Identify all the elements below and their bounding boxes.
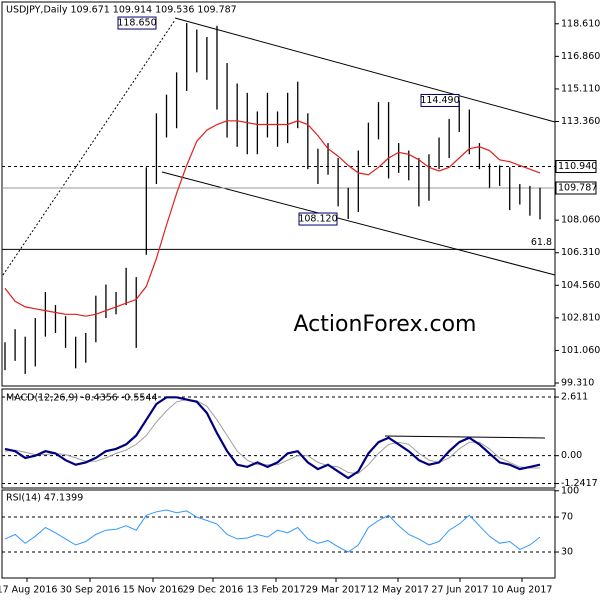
y-tick-label: 99.310 <box>561 378 594 389</box>
macd-trendline <box>384 435 546 439</box>
x-tick-label: 10 Aug 2017 <box>492 585 553 596</box>
rsi-panel <box>1 489 556 579</box>
y-tick-label: 118.610 <box>561 18 600 29</box>
annotation-label: 118.650 <box>117 18 156 29</box>
y-tick-label: 0.00 <box>561 450 582 461</box>
macd-panel <box>1 388 556 489</box>
price-panel <box>1 1 556 387</box>
y-tick-label: 100 <box>561 485 579 496</box>
x-tick-label: 13 Feb 2017 <box>246 585 305 596</box>
x-tick-label: 12 May 2017 <box>367 585 429 596</box>
level-box <box>555 181 597 195</box>
y-tick-label: 102.810 <box>561 312 600 323</box>
channel-lower <box>161 171 556 276</box>
y-tick-label: 115.110 <box>561 83 600 94</box>
watermark: ActionForex.com <box>294 312 477 337</box>
level-label: 109.787 <box>558 183 597 194</box>
x-tick-label: 29 Mar 2017 <box>306 585 366 596</box>
x-tick-label: 29 Dec 2016 <box>183 585 244 596</box>
x-tick-label: 30 Sep 2016 <box>60 585 120 596</box>
y-tick-label: 113.360 <box>561 116 600 127</box>
line-series <box>4 120 541 317</box>
y-tick-label: 30 <box>561 547 573 558</box>
y-tick-label: -1.2417 <box>561 478 598 489</box>
y-tick-label: 70 <box>561 512 573 523</box>
level-box <box>555 160 597 174</box>
level-label: 61.8 <box>531 237 552 248</box>
y-tick-label: 2.611 <box>561 392 588 403</box>
y-tick-label: 108.060 <box>561 215 600 226</box>
x-tick-label: 15 Nov 2016 <box>123 585 184 596</box>
y-tick-label: 101.060 <box>561 345 600 356</box>
line-series <box>4 396 541 480</box>
y-tick-label: 106.310 <box>561 247 600 258</box>
annotation-box <box>298 212 338 226</box>
rsi-title: RSI(14) 47.1399 <box>6 493 83 504</box>
annotation-label: 108.120 <box>298 214 337 225</box>
y-tick-label: 116.860 <box>561 51 600 62</box>
macd-title: MACD(12,26,9) -0.4356 -0.5544 <box>6 393 158 404</box>
fib-line <box>2 19 176 276</box>
annotation-box <box>117 16 157 30</box>
y-tick-label: 104.560 <box>561 280 600 291</box>
x-tick-label: 17 Aug 2016 <box>0 585 57 596</box>
annotation-label: 114.490 <box>420 95 459 106</box>
level-label: 110.940 <box>558 161 597 172</box>
line-series <box>4 509 541 553</box>
channel-upper <box>174 17 556 123</box>
x-tick-label: 27 Jun 2017 <box>431 585 488 596</box>
annotation-box <box>420 93 460 107</box>
price-title: USDJPY,Daily 109.671 109.914 109.536 109… <box>6 5 237 16</box>
